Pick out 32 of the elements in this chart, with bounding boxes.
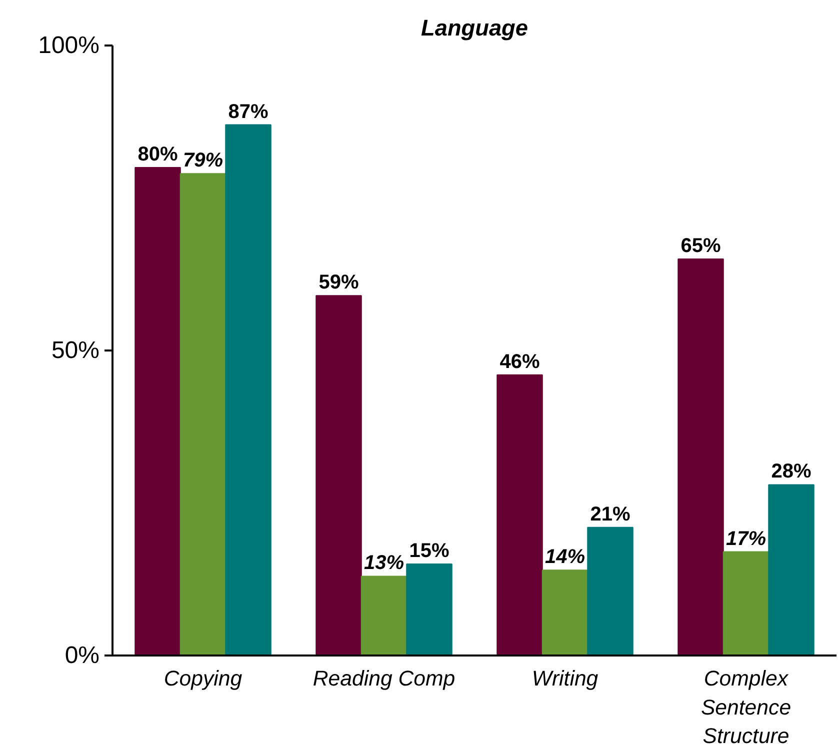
data-label: 14%	[544, 546, 586, 568]
x-tick-label: Reading Comp	[312, 666, 456, 690]
bar	[722, 551, 770, 656]
bar	[180, 173, 226, 656]
data-label: 46%	[500, 350, 540, 373]
bar	[406, 564, 452, 656]
data-label: 21%	[590, 503, 630, 526]
data-label: 13%	[364, 552, 404, 574]
y-tick-label: 0%	[64, 642, 100, 669]
bar	[134, 167, 181, 656]
data-label: 59%	[318, 272, 359, 294]
bar	[587, 526, 634, 656]
bar	[496, 374, 543, 656]
data-label: 65%	[680, 235, 721, 257]
bar	[542, 570, 588, 656]
x-tick-label: Copying	[164, 666, 242, 690]
data-label: 80%	[138, 144, 178, 166]
data-label: 87%	[228, 100, 268, 123]
bar	[225, 124, 272, 656]
bar	[768, 484, 814, 656]
data-label: 28%	[771, 460, 812, 483]
bar	[360, 576, 408, 656]
x-tick-label: Complex Sentence Structure	[700, 666, 792, 748]
bar	[316, 295, 362, 656]
data-label: 17%	[726, 528, 766, 550]
y-tick-label: 50%	[51, 337, 100, 364]
chart-title: Language	[421, 14, 528, 40]
data-label: 79%	[182, 150, 224, 172]
y-tick-label: 100%	[38, 32, 100, 59]
bar	[678, 258, 724, 656]
data-label: 15%	[409, 540, 450, 562]
x-tick-label: Writing	[532, 666, 598, 690]
